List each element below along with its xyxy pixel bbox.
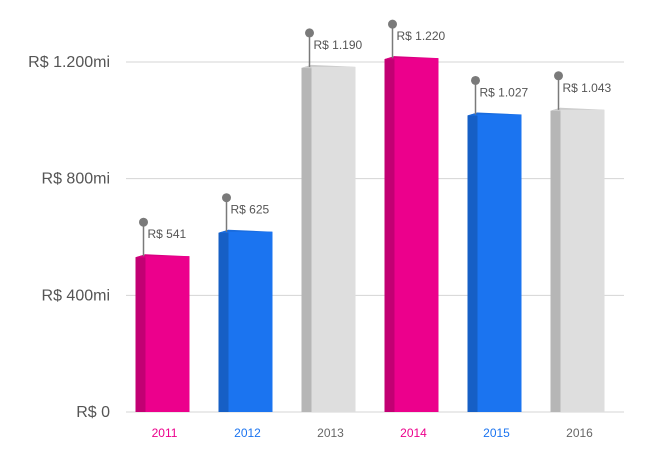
bar-side	[301, 64, 312, 413]
y-tick-label: R$ 1.200mi	[28, 54, 110, 71]
data-label-pin-head	[222, 193, 231, 203]
bar-group	[467, 112, 522, 412]
x-tick-label: 2011	[152, 426, 178, 440]
x-tick-label: 2013	[317, 426, 344, 440]
y-tick-label: R$ 800mi	[42, 171, 110, 188]
bar-group	[301, 64, 356, 413]
bar	[145, 256, 190, 412]
bar-side	[135, 254, 146, 412]
y-tick-label: R$ 400mi	[42, 287, 110, 304]
x-tick-label: 2014	[400, 426, 427, 440]
data-label: R$ 541	[148, 227, 187, 241]
bar	[311, 66, 356, 413]
bar	[477, 114, 522, 412]
data-label-pin-head	[139, 217, 148, 227]
bar	[560, 109, 605, 413]
data-label: R$ 1.043	[563, 81, 612, 95]
x-tick-label: 2016	[566, 426, 593, 440]
x-tick-label: 2012	[234, 426, 261, 440]
data-label: R$ 1.220	[397, 29, 446, 43]
y-tick-label: R$ 0	[76, 404, 110, 421]
data-label-pin-head	[554, 71, 563, 81]
data-label-pin-head	[305, 28, 314, 38]
bar-side	[550, 107, 561, 413]
x-tick-label: 2015	[483, 426, 510, 440]
data-label: R$ 1.027	[480, 85, 529, 99]
bar	[228, 231, 273, 412]
bar-side	[467, 112, 478, 412]
data-label: R$ 625	[231, 203, 270, 217]
bar-group	[550, 107, 605, 413]
bar-side	[384, 56, 395, 413]
bar-group	[384, 56, 439, 413]
data-label: R$ 1.190	[314, 38, 363, 52]
bar	[394, 58, 439, 413]
data-label-pin-head	[471, 75, 480, 85]
bar-side	[218, 229, 229, 412]
data-label-pin-head	[388, 19, 397, 29]
bar-group	[135, 254, 190, 412]
bar-group	[218, 229, 273, 412]
